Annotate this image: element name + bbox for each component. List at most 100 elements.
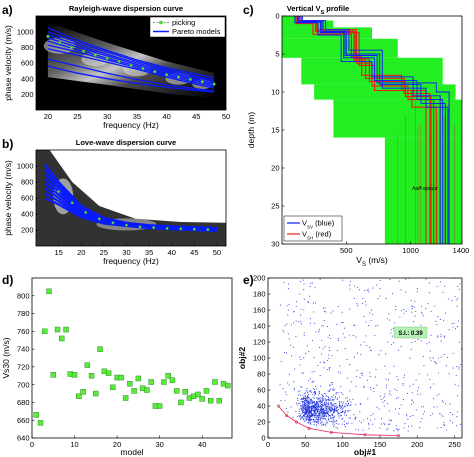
objective-point (307, 394, 309, 396)
objective-point (312, 405, 314, 408)
objective-point (327, 336, 329, 339)
objective-point (342, 407, 344, 409)
objective-point (284, 391, 286, 393)
vs-profile-x-tick-label: 1400 (453, 246, 470, 255)
objective-point (316, 397, 318, 399)
objective-point (317, 397, 319, 399)
objective-point (388, 423, 390, 425)
objective-point (297, 321, 299, 323)
love-y-tick-label: 1000 (17, 162, 34, 171)
objective-point (312, 418, 315, 421)
love-picking-point (138, 225, 142, 229)
vs30-point (76, 393, 82, 399)
objective-point (307, 403, 310, 405)
objective-point (317, 394, 319, 396)
objective-point (417, 393, 419, 396)
objective-point (322, 414, 324, 416)
rayleigh-picking-point (165, 73, 169, 77)
objective-point (336, 398, 338, 400)
objective-point (325, 404, 327, 406)
objective-point (324, 409, 326, 411)
objective-point (370, 319, 372, 322)
rayleigh-picking-point (153, 70, 157, 74)
objective-point (306, 396, 308, 398)
objective-point (308, 351, 310, 353)
objective-point (329, 421, 331, 423)
objective-point (308, 397, 310, 399)
objective-point (328, 334, 331, 336)
objective-point (331, 417, 333, 419)
objective-point (411, 308, 413, 310)
objective-point (315, 388, 317, 390)
objective-point (359, 420, 361, 422)
vs30-point (199, 396, 205, 402)
objective-point (340, 405, 342, 407)
objective-point (310, 405, 312, 407)
objective-point (363, 315, 365, 317)
objective-point (318, 391, 320, 393)
objective-point (319, 415, 321, 417)
objective-point (346, 396, 348, 399)
objective-space-plot: S.I.: 0.39 0 50 100 150 200 250 0 20 40 60 80 100 1… (237, 274, 463, 457)
objective-point (306, 413, 308, 415)
objective-point (435, 362, 437, 364)
objective-point (288, 384, 290, 386)
objective-point (320, 413, 322, 415)
objective-point (457, 285, 459, 287)
objective-point (452, 352, 454, 355)
objective-point (376, 384, 378, 386)
objective-point (316, 409, 319, 411)
objective-point (440, 426, 442, 428)
objective-point (453, 322, 455, 324)
objective-y-tick-label: 140 (253, 322, 266, 331)
vs30-point (54, 326, 61, 333)
objective-point (438, 393, 440, 395)
objective-point (332, 407, 334, 409)
objective-point (327, 414, 330, 416)
objective-point (333, 411, 335, 413)
objective-point (318, 346, 321, 349)
objective-point (336, 410, 338, 412)
objective-point (313, 424, 315, 426)
objective-point (308, 396, 310, 398)
objective-point (335, 419, 337, 421)
objective-point (393, 365, 395, 367)
objective-point (366, 344, 368, 347)
vs30-x-tick-label: 10 (70, 440, 78, 449)
objective-point (373, 387, 375, 390)
objective-point (317, 403, 319, 405)
objective-point (412, 321, 414, 323)
objective-point (287, 382, 289, 384)
objective-point (388, 393, 390, 395)
objective-point (309, 418, 311, 420)
objective-point (328, 354, 330, 356)
vs30-background (32, 278, 232, 438)
objective-point (411, 425, 413, 427)
objective-point (326, 405, 328, 407)
objective-point (384, 365, 386, 367)
objective-point (322, 394, 324, 396)
objective-point (297, 399, 299, 402)
objective-point (300, 413, 302, 415)
objective-point (413, 401, 415, 404)
objective-point (356, 369, 358, 371)
objective-point (319, 416, 321, 418)
pareto-front-point (276, 404, 280, 408)
objective-point (330, 396, 332, 398)
objective-point (359, 403, 361, 405)
objective-point (411, 400, 413, 402)
objective-point (316, 407, 318, 409)
objective-point (331, 383, 333, 385)
objective-point (319, 375, 321, 377)
objective-point (337, 392, 339, 394)
legend-vsv-label: VSV (blue) (302, 219, 335, 230)
objective-point (318, 412, 320, 415)
objective-point (314, 415, 316, 417)
objective-point (380, 418, 383, 420)
objective-point (323, 393, 326, 395)
vs30-x-tick-label: 40 (198, 440, 206, 449)
objective-point (308, 420, 310, 422)
objective-point (444, 425, 446, 427)
vs30-x-ticks: 0 10 20 30 40 (30, 435, 206, 449)
objective-point (397, 397, 399, 399)
